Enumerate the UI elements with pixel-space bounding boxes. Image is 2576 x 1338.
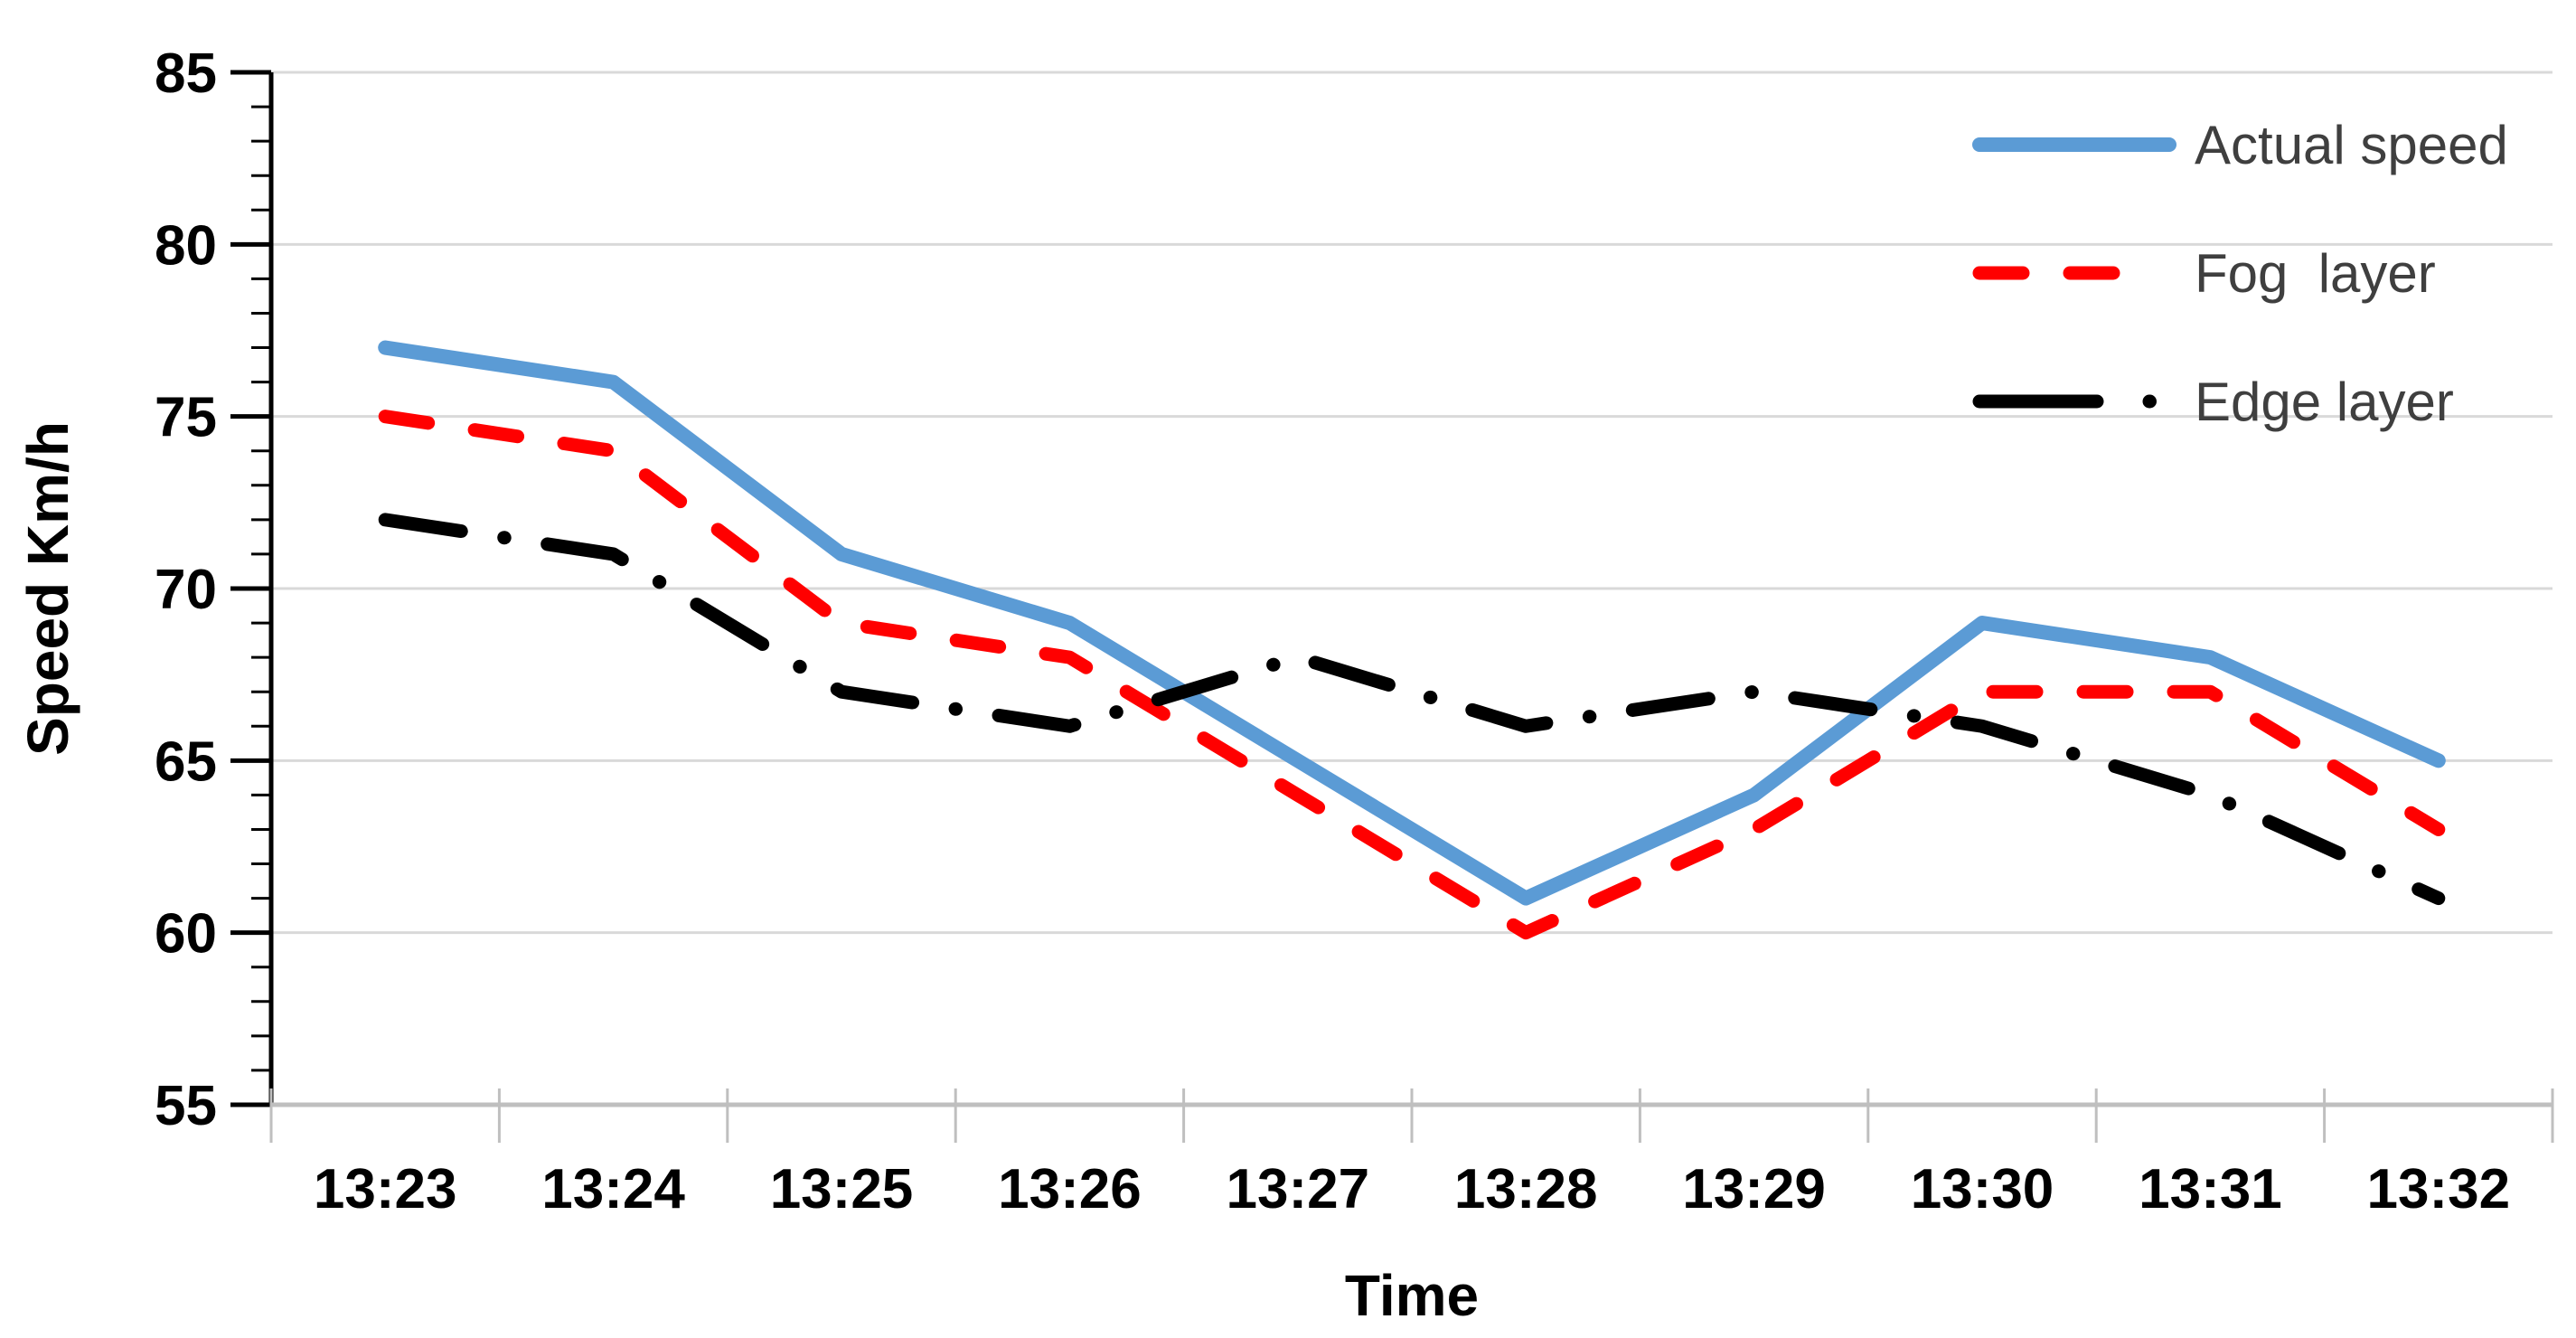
legend: Actual speed Fog layer Edge layer [1972,115,2508,432]
x-tick-label: 13:24 [541,1158,685,1220]
y-tick-label: 80 [155,214,217,277]
legend-label: Edge layer [2195,372,2454,432]
x-tick-label: 13:29 [1682,1158,1826,1220]
legend-label: Actual speed [2195,115,2508,175]
y-tick-label: 60 [155,903,217,966]
gridlines [271,71,2552,935]
y-tick-label: 85 [155,42,217,105]
x-tick-label: 13:26 [998,1158,1142,1220]
y-tick-label: 70 [155,559,217,621]
series-line-fog-layer [378,410,2446,940]
x-tick-label: 13:31 [2139,1158,2282,1220]
legend-item: Edge layer [1972,372,2454,432]
legend-label: Fog layer [2195,243,2436,304]
x-axis-tick-labels: 13:23 13:24 13:25 13:26 13:27 13:28 13:29 13:30… [314,1158,2510,1220]
y-tick-label: 65 [155,730,217,793]
y-axis-title: Speed Km/h [15,421,80,756]
y-axis-tick-labels: 55 60 65 70 75 80 85 [155,42,217,1137]
x-tick-label: 13:27 [1227,1158,1370,1220]
x-tick-label: 13:28 [1454,1158,1598,1220]
y-tick-label: 55 [155,1075,217,1137]
series-line-actual-speed [378,340,2446,906]
x-tick-label: 13:23 [314,1158,457,1220]
x-tick-label: 13:25 [770,1158,914,1220]
legend-item: Actual speed [1972,115,2508,175]
x-axis [269,1088,2554,1143]
x-tick-label: 13:32 [2367,1158,2511,1220]
x-tick-label: 13:30 [1911,1158,2054,1220]
legend-item: Fog layer [1972,243,2436,304]
y-tick-label: 75 [155,387,217,449]
series-lines [378,340,2446,940]
y-axis [230,70,274,1107]
x-axis-title: Time [1345,1263,1479,1328]
series-line-edge-layer [378,513,2446,906]
